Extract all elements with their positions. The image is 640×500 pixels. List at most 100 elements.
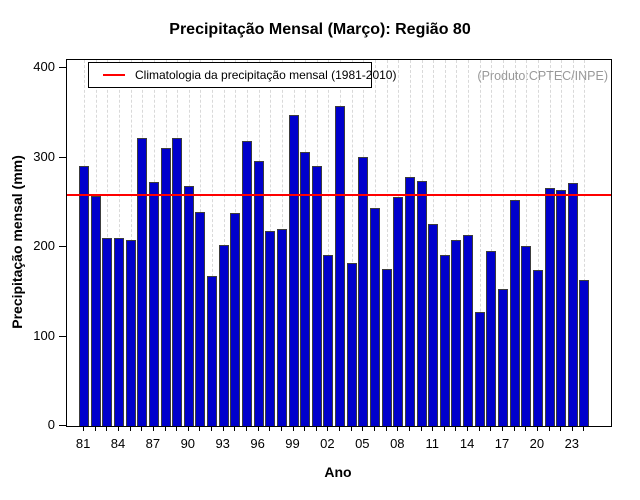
bar-1993	[218, 245, 229, 426]
x-tick	[478, 426, 480, 431]
x-tick	[152, 426, 154, 431]
x-tick	[374, 426, 375, 431]
x-tick-label: 23	[564, 436, 580, 451]
x-tick-label: 02	[320, 436, 335, 451]
x-tick	[94, 426, 96, 431]
x-tick	[187, 426, 189, 431]
y-tick-label: 300	[33, 148, 55, 164]
bar-1984	[113, 238, 124, 426]
bar-2023	[567, 183, 578, 426]
x-tick-label: 20	[529, 436, 545, 451]
legend-label: Climatologia da precipitação mensal (198…	[135, 68, 397, 82]
year-gridline	[223, 60, 225, 426]
x-tick	[350, 426, 352, 431]
bar-1989	[172, 138, 183, 426]
x-tick	[269, 426, 271, 431]
bar-1995	[241, 141, 252, 426]
bar-1988	[160, 148, 171, 426]
y-tick	[59, 156, 66, 158]
bar-2017	[497, 289, 508, 426]
bar-2014	[463, 235, 474, 426]
x-tick	[315, 426, 317, 431]
year-gridline	[351, 60, 353, 426]
x-tick	[513, 426, 515, 431]
y-tick-label: 0	[47, 417, 55, 432]
x-tick	[176, 426, 178, 431]
bar-1983	[102, 238, 113, 426]
bar-2007	[381, 269, 392, 426]
bar-2022	[556, 190, 567, 426]
x-tick-label: 11	[425, 436, 439, 451]
y-tick-label: 200	[33, 238, 55, 253]
year-gridline	[444, 60, 446, 426]
year-gridline	[328, 60, 330, 426]
year-gridline	[503, 60, 504, 426]
x-tick	[280, 426, 282, 431]
x-tick	[420, 426, 422, 431]
x-tick	[246, 426, 247, 431]
x-tick	[560, 426, 562, 431]
bar-2019	[521, 246, 532, 426]
year-gridline	[479, 60, 481, 426]
bar-2002	[323, 255, 334, 426]
x-tick	[164, 426, 166, 431]
x-tick	[583, 426, 585, 431]
x-tick	[141, 426, 143, 431]
x-tick	[385, 426, 387, 431]
year-gridline	[491, 60, 493, 426]
x-tick-label: 90	[180, 436, 196, 451]
bar-2011	[428, 224, 439, 426]
x-tick	[199, 426, 201, 431]
x-tick	[129, 426, 131, 431]
y-tick	[59, 246, 66, 247]
bar-2008	[393, 197, 404, 426]
x-tick-label: 84	[110, 436, 126, 451]
y-tick	[59, 335, 66, 337]
year-gridline	[584, 60, 586, 426]
x-tick	[211, 426, 213, 431]
y-tick	[59, 67, 66, 68]
bar-1987	[148, 182, 159, 426]
x-tick	[327, 426, 329, 431]
x-tick	[257, 426, 259, 431]
bar-1998	[276, 229, 287, 426]
bar-2024	[579, 280, 590, 426]
bar-1991	[195, 212, 206, 426]
bar-2016	[486, 251, 497, 426]
climatology-line	[67, 194, 611, 197]
bar-1996	[253, 161, 264, 426]
bar-2003	[335, 106, 346, 426]
bar-1982	[90, 196, 101, 426]
bar-1994	[230, 213, 241, 426]
x-tick-label: 08	[390, 436, 405, 451]
x-tick	[304, 426, 306, 431]
bar-2021	[544, 188, 555, 426]
bar-2001	[311, 166, 322, 426]
x-tick	[339, 426, 341, 431]
x-tick	[548, 426, 550, 431]
plot-area: Climatologia da precipitação mensal (198…	[66, 59, 612, 427]
y-tick	[59, 425, 66, 426]
bar-2013	[451, 240, 462, 426]
year-gridline	[212, 60, 214, 426]
bar-2010	[416, 181, 427, 426]
x-tick	[502, 426, 503, 431]
x-tick	[467, 426, 469, 431]
x-tick	[443, 426, 445, 431]
bar-1999	[288, 115, 299, 426]
bar-2018	[509, 200, 520, 426]
x-tick-label: 05	[355, 436, 370, 451]
y-tick-label: 400	[33, 59, 55, 74]
chart-title: Precipitação Mensal (Março): Região 80	[169, 21, 471, 38]
year-gridline	[537, 60, 539, 426]
year-gridline	[526, 60, 528, 426]
product-watermark: (Produto:CPTEC/INPE)	[477, 69, 608, 83]
year-gridline	[386, 60, 388, 426]
x-tick	[432, 426, 434, 431]
bar-1997	[265, 231, 276, 426]
bars-container	[67, 60, 611, 426]
x-tick	[292, 426, 294, 431]
bar-2004	[346, 263, 357, 426]
x-tick-label: 93	[215, 436, 230, 451]
